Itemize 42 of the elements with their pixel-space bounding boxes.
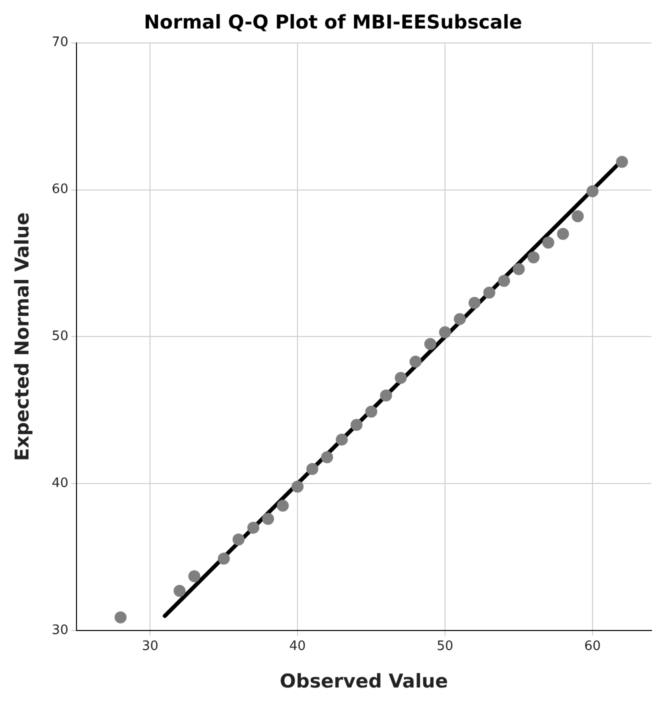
point [336,434,348,446]
point [394,372,407,384]
point [512,263,525,276]
y-tick-label: 40 [52,476,68,492]
point [468,296,481,309]
point [365,406,378,418]
point [262,512,274,525]
y-tick-label: 60 [52,182,68,198]
x-tick-label: 30 [142,638,158,654]
point [572,210,584,222]
y-tick-label: 30 [52,622,68,638]
y-tick-label: 70 [52,35,68,50]
point [306,462,318,475]
point [380,389,392,402]
point [424,338,436,350]
chart-title: Normal Q-Q Plot of MBI-EESubscale [144,11,522,34]
point [188,570,200,582]
point [321,451,334,464]
point [454,313,466,326]
point [542,236,554,249]
y-tick-label: 50 [52,329,68,344]
point [247,522,260,534]
point [276,500,289,512]
point [350,418,363,431]
point [114,611,127,624]
point [528,251,540,264]
point [439,326,452,338]
x-tick-label: 60 [584,638,601,654]
x-tick-label: 40 [289,638,306,654]
point [586,185,599,198]
point [498,274,510,287]
point [616,156,628,168]
point [557,228,570,240]
point [218,552,230,565]
point [174,584,186,597]
point [292,480,304,493]
point [232,533,245,546]
x-axis-title: Observed Value [280,670,448,693]
point [483,286,496,299]
point [410,356,422,368]
x-tick-label: 50 [436,638,454,654]
y-axis-title: Expected Normal Value [11,212,34,462]
